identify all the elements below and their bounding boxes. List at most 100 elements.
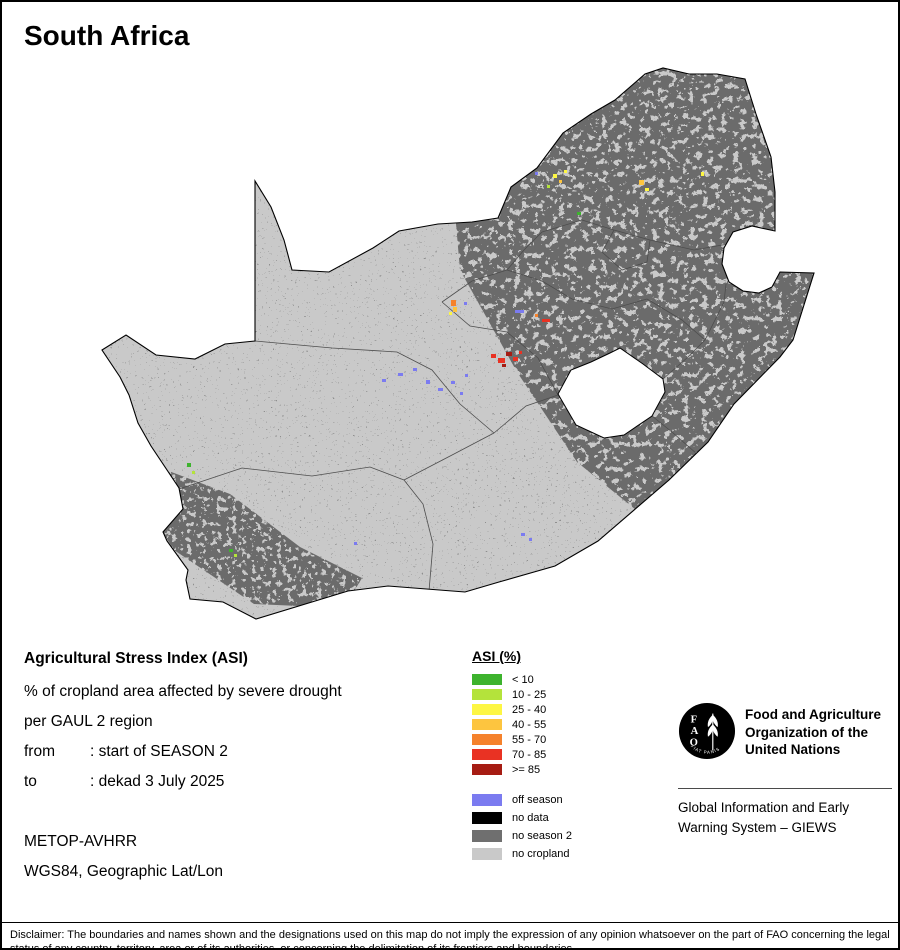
legend-label: 25 - 40 [512, 703, 547, 716]
asi-region-level: per GAUL 2 region [24, 713, 153, 730]
disclaimer: Disclaimer: The boundaries and names sho… [10, 929, 890, 950]
from-value: : start of SEASON 2 [90, 743, 228, 760]
map-svg [101, 67, 815, 620]
to-value: : dekad 3 July 2025 [90, 773, 225, 790]
asi-marker [639, 180, 644, 185]
legend-row: 25 - 40 [472, 702, 572, 717]
asi-marker [234, 554, 237, 557]
legend-swatch [472, 794, 502, 806]
asi-marker [513, 357, 518, 361]
sensor-name: METOP-AVHRR [24, 833, 138, 850]
legend-label: no season 2 [512, 830, 572, 842]
legend-swatch [472, 812, 502, 824]
asi-marker [547, 185, 550, 188]
projection-info: WGS84, Geographic Lat/Lon [24, 863, 224, 880]
period-to: to : dekad 3 July 2025 [24, 773, 224, 791]
asi-marker [354, 542, 357, 545]
asi-marker [465, 374, 468, 377]
asi-marker [229, 549, 233, 552]
from-label: from [24, 743, 55, 760]
asi-heading: Agricultural Stress Index (ASI) [24, 650, 248, 667]
asi-marker [506, 352, 512, 356]
asi-marker [451, 381, 455, 384]
wheat-icon [707, 713, 718, 751]
asi-legend: ASI (%) < 10 10 - 25 25 - 40 40 - 55 55 - 70… [472, 648, 572, 863]
legend-label: 10 - 25 [512, 688, 547, 701]
giews-line: Global Information and Early [678, 800, 850, 815]
asi-marker [498, 358, 505, 363]
fao-logo-letters: F A O [690, 714, 699, 748]
district-boundaries [178, 219, 729, 592]
fao-org-line: Food and Agriculture [745, 707, 881, 722]
to-label: to [24, 773, 37, 790]
legend-swatch [472, 764, 502, 775]
legend-title: ASI (%) [472, 648, 521, 664]
legend-row: 40 - 55 [472, 717, 572, 732]
asi-marker [382, 379, 386, 382]
asi-marker [553, 174, 557, 178]
legend-row: 70 - 85 [472, 747, 572, 762]
asi-marker [645, 188, 649, 191]
legend-row: no data [472, 809, 572, 827]
legend-swatch [472, 674, 502, 685]
giews-name: Global Information and Early Warning Sys… [678, 798, 892, 838]
asi-marker [398, 373, 403, 376]
asi-marker [426, 380, 430, 384]
page-title: South Africa [24, 20, 190, 51]
legend-label: 55 - 70 [512, 733, 547, 746]
asi-marker [559, 180, 562, 183]
svg-text:A: A [691, 726, 699, 737]
legend-row: 55 - 70 [472, 732, 572, 747]
legend-swatch [472, 749, 502, 760]
legend-row: off season [472, 791, 572, 809]
asi-marker [529, 538, 532, 541]
asi-marker [502, 364, 506, 367]
asi-marker [413, 368, 417, 371]
fao-logo-disc [678, 702, 736, 760]
asi-marker [192, 471, 195, 474]
legend-swatch [472, 848, 502, 860]
fao-org-line: United Nations [745, 742, 841, 757]
fao-divider [678, 788, 892, 789]
asi-marker [515, 310, 524, 313]
asi-marker [187, 463, 191, 467]
legend-label: off season [512, 794, 563, 806]
fao-block: F A O FIAT PANIS Food and Agriculture Or [678, 702, 892, 838]
legend-swatch [472, 830, 502, 842]
legend-label: 40 - 55 [512, 718, 547, 731]
svg-text:O: O [690, 738, 698, 749]
asi-marker [577, 212, 581, 215]
disclaimer-divider [2, 922, 898, 923]
legend-swatch [472, 689, 502, 700]
asi-marker [449, 312, 452, 315]
asi-marker [460, 392, 463, 395]
legend-extra-classes: off season no data no season 2 no cropland [472, 791, 572, 863]
legend-label: >= 85 [512, 763, 541, 776]
asi-marker [535, 172, 538, 175]
period-from: from : start of SEASON 2 [24, 743, 228, 761]
legend-label: no cropland [512, 848, 570, 860]
legend-row: no season 2 [472, 827, 572, 845]
legend-row: 10 - 25 [472, 687, 572, 702]
asi-marker [438, 388, 443, 391]
giews-line: Warning System – GIEWS [678, 820, 837, 835]
legend-row: >= 85 [472, 762, 572, 777]
svg-text:F: F [691, 714, 698, 725]
fao-org-name: Food and Agriculture Organization of the… [745, 702, 881, 760]
lesotho-hole [557, 347, 666, 439]
legend-row: < 10 [472, 672, 572, 687]
asi-markers [187, 170, 704, 557]
legend-asi-classes: < 10 10 - 25 25 - 40 40 - 55 55 - 70 70 - 85 >… [472, 672, 572, 777]
asi-marker [564, 170, 567, 173]
asi-marker [521, 533, 525, 536]
legend-row: no cropland [472, 845, 572, 863]
asi-marker [451, 300, 456, 306]
asi-marker [464, 302, 467, 305]
fao-org-line: Organization of the [745, 724, 868, 740]
legend-label: no data [512, 812, 549, 824]
fao-logo: F A O FIAT PANIS [678, 702, 736, 760]
legend-swatch [472, 734, 502, 745]
asi-marker [519, 351, 522, 354]
legend-swatch [472, 719, 502, 730]
